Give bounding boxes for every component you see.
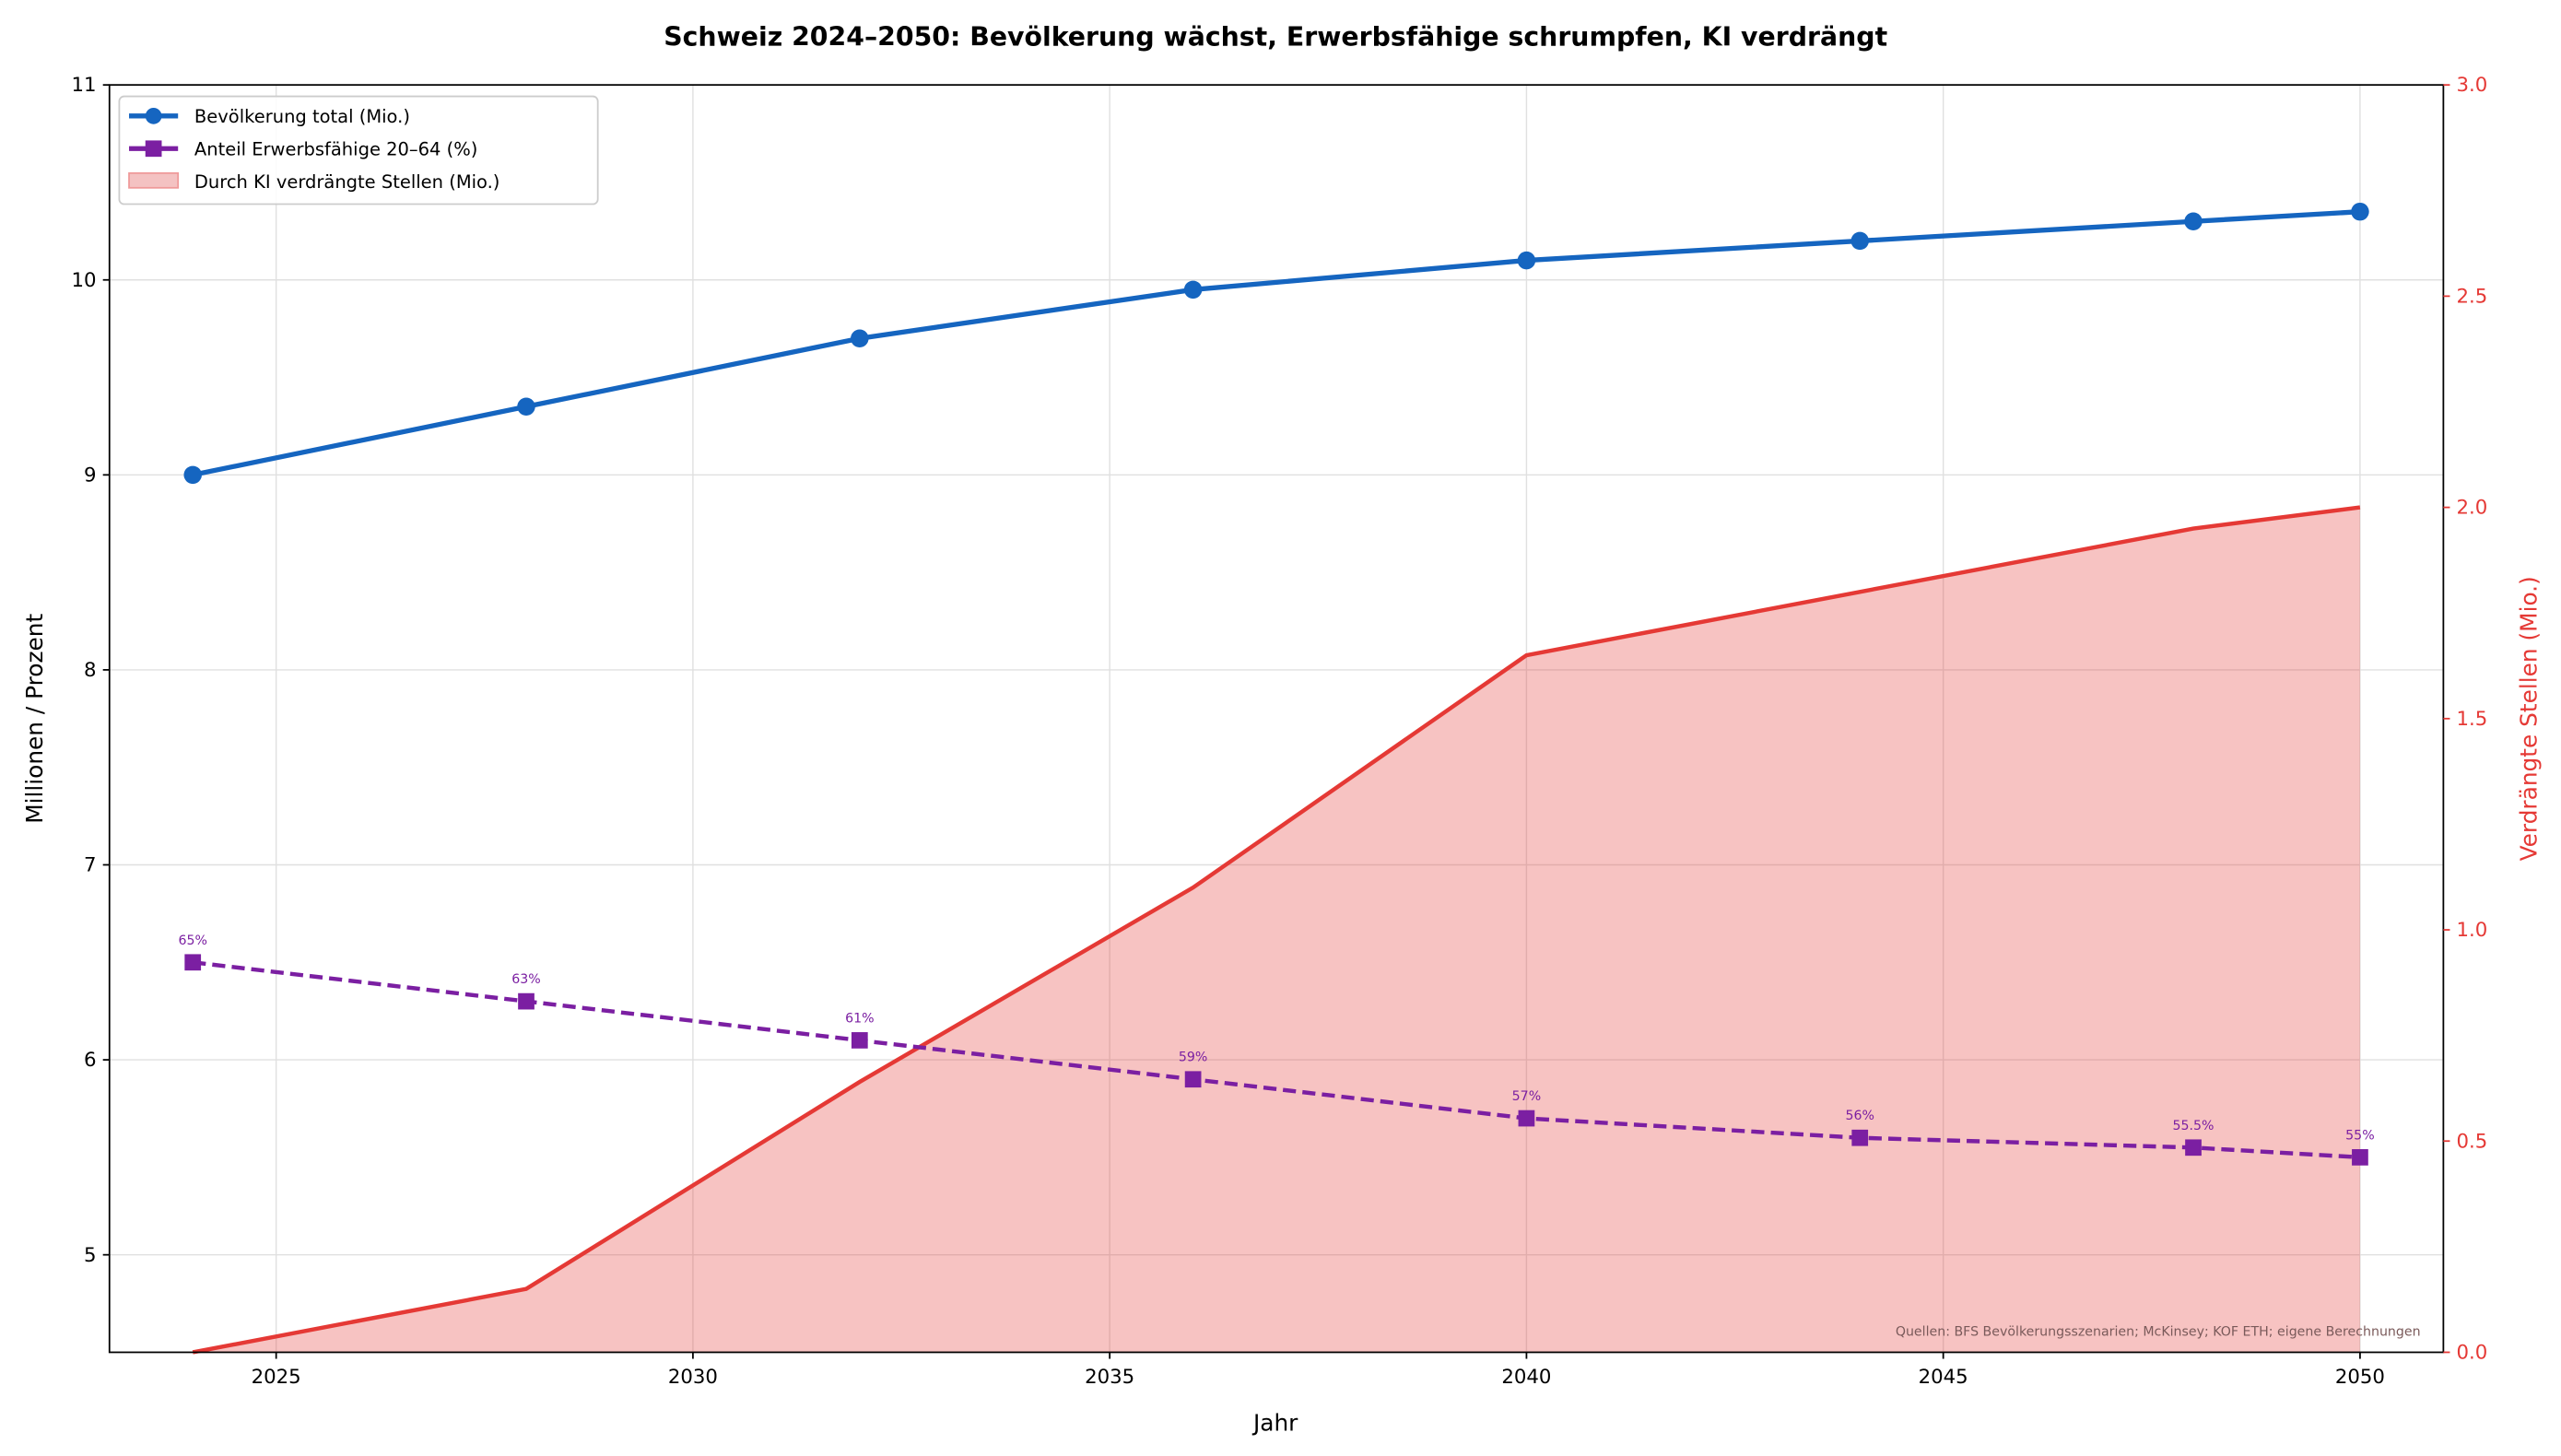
y-tick-label: 5 — [84, 1244, 97, 1267]
workforce-point — [2352, 1149, 2368, 1166]
legend-circle-icon — [145, 107, 162, 124]
legend-label-ai: Durch KI verdrängte Stellen (Mio.) — [194, 171, 500, 193]
x-tick-label: 2040 — [1501, 1366, 1551, 1389]
x-tick-label: 2045 — [1919, 1366, 1968, 1389]
workforce-point — [851, 1032, 868, 1049]
y-right-tick-label: 3.0 — [2457, 74, 2488, 97]
y-tick-label: 6 — [84, 1049, 97, 1072]
y-right-tick-label: 2.5 — [2457, 285, 2488, 308]
x-tick-label: 2030 — [668, 1366, 718, 1389]
y-axis-label: Millionen / Prozent — [21, 614, 48, 824]
x-tick-label: 2025 — [252, 1366, 301, 1389]
y-axis-right-label: Verdrängte Stellen (Mio.) — [2515, 576, 2542, 861]
x-tick-label: 2050 — [2335, 1366, 2385, 1389]
workforce-point — [1851, 1129, 1869, 1146]
y-tick-label: 7 — [84, 854, 97, 877]
chart-title: Schweiz 2024–2050: Bevölkerung wächst, E… — [664, 22, 1887, 53]
y-tick-label: 10 — [72, 269, 97, 292]
workforce-data-label: 61% — [845, 1011, 874, 1026]
legend: Bevölkerung total (Mio.) Anteil Erwerbsf… — [118, 95, 599, 205]
legend-label-population: Bevölkerung total (Mio.) — [194, 106, 410, 127]
workforce-data-label: 65% — [178, 933, 206, 948]
workforce-point — [2185, 1139, 2202, 1157]
ticks: 2025 2030 2035 2040 2045 2050 5 6 7 8 9 10 11 0.0 0.5 1… — [72, 74, 2488, 1389]
legend-label-workforce: Anteil Erwerbsfähige 20–64 (%) — [194, 138, 477, 159]
source-annotation: Quellen: BFS Bevölkerungsszenarien; McKi… — [1896, 1325, 2421, 1340]
workforce-data-label: 55.5% — [2173, 1119, 2214, 1133]
workforce-data-label: 56% — [1845, 1109, 1874, 1123]
workforce-data-label: 57% — [1512, 1089, 1541, 1104]
y-tick-label: 8 — [84, 659, 97, 682]
population-point — [1183, 280, 1203, 299]
workforce-data-label: 55% — [2345, 1128, 2374, 1143]
y-right-tick-label: 0.5 — [2457, 1130, 2488, 1153]
y-right-tick-label: 1.5 — [2457, 708, 2488, 731]
workforce-point — [1518, 1110, 1535, 1127]
ai-line — [192, 505, 2361, 1355]
workforce-point — [1184, 1071, 1202, 1088]
lines-layer: 65% 63% 61% 59% 57% 56% 55.5% 55% — [178, 202, 2375, 1166]
population-point — [2184, 212, 2203, 231]
workforce-data-label: 63% — [511, 972, 540, 987]
x-axis-label: Jahr — [1251, 1410, 1298, 1437]
population-point — [851, 329, 869, 347]
y-right-tick-label: 1.0 — [2457, 919, 2488, 942]
ai-area — [193, 507, 2360, 1353]
x-tick-label: 2035 — [1085, 1366, 1134, 1389]
population-point — [183, 465, 202, 485]
population-line — [192, 209, 2361, 477]
workforce-data-label: 59% — [1179, 1051, 1207, 1065]
y-tick-label: 9 — [84, 464, 97, 487]
y-right-tick-label: 0.0 — [2457, 1342, 2488, 1365]
legend-square-icon — [145, 140, 162, 158]
y-tick-label: 11 — [72, 74, 97, 97]
population-point — [1517, 251, 1536, 270]
legend-area-icon — [128, 171, 180, 189]
workforce-point — [518, 992, 535, 1010]
population-point — [1850, 231, 1869, 251]
y-right-tick-label: 2.0 — [2457, 497, 2488, 520]
area-layer — [192, 505, 2361, 1355]
population-point — [517, 397, 535, 417]
workforce-point — [184, 954, 202, 971]
population-point — [2351, 202, 2369, 221]
